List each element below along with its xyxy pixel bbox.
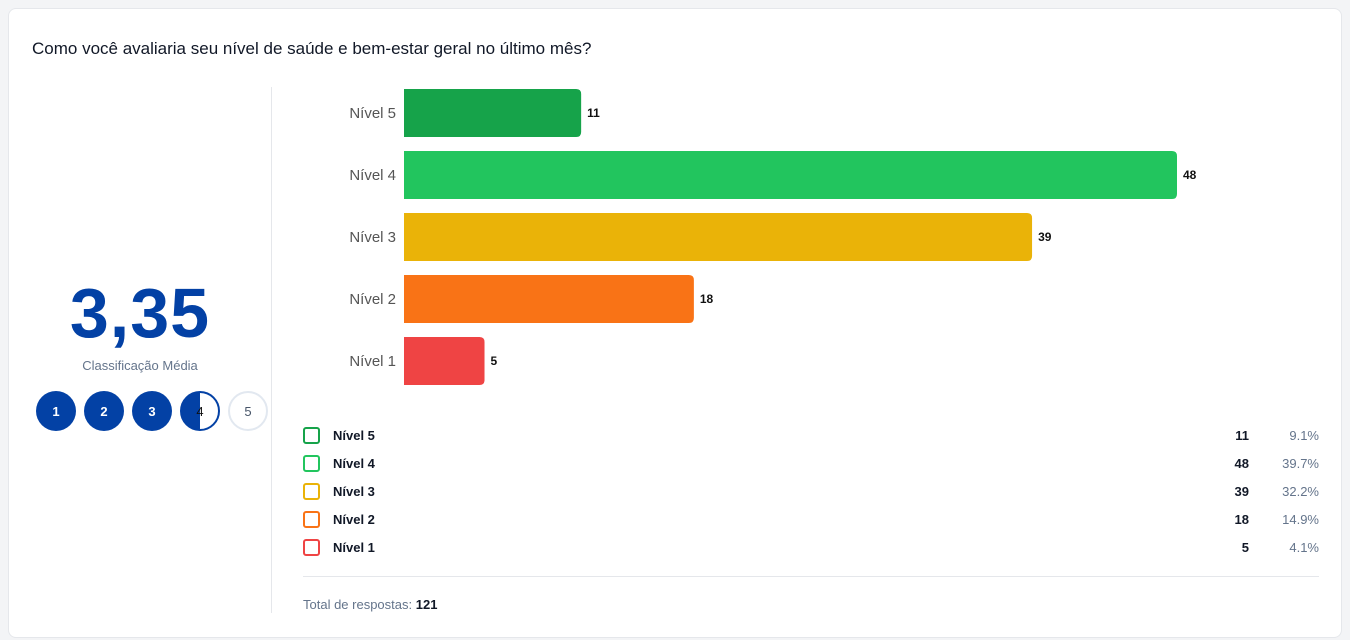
- divider: [303, 576, 1319, 577]
- legend-count: 48: [1234, 455, 1249, 471]
- legend-swatch[interactable]: [303, 510, 320, 528]
- category-label: Nível 5: [349, 105, 396, 122]
- legend-label: Nível 4: [333, 455, 375, 471]
- bar-chart: Nível 5 11 Nível 4 48 Nível 3 39 Nível 2 18 Níve…: [349, 89, 1197, 385]
- value-label: 18: [700, 292, 714, 306]
- question-title: Como você avaliaria seu nível de saúde e…: [32, 39, 592, 58]
- legend: Nível 5 11 9.1% Nível 4 48 39.7% Nível 3 39 32.2…: [303, 421, 1319, 561]
- legend-row[interactable]: Nível 3 39 32.2%: [303, 477, 1319, 505]
- category-label: Nível 4: [349, 167, 396, 184]
- summary-panel: 3,35 Classificação Média 1 2 3 4 5: [9, 87, 272, 613]
- legend-count: 5: [1241, 539, 1249, 555]
- rating-circle-1: 1: [36, 391, 76, 431]
- legend-percent: 9.1%: [1289, 427, 1319, 443]
- legend-swatch[interactable]: [303, 426, 320, 444]
- average-rating: 3,35: [69, 274, 211, 352]
- legend-swatch[interactable]: [303, 482, 320, 500]
- legend-count: 11: [1235, 427, 1249, 443]
- total-value: 121: [415, 597, 438, 612]
- bar[interactable]: [404, 151, 1177, 199]
- value-label: 39: [1038, 230, 1052, 244]
- bar[interactable]: [404, 89, 582, 137]
- total-responses: Total de respostas: 121: [303, 597, 437, 612]
- category-label: Nível 2: [349, 291, 396, 308]
- question-card: Como você avaliaria seu nível de saúde e…: [8, 8, 1342, 638]
- total-label: Total de respostas:: [303, 597, 413, 612]
- legend-label: Nível 1: [333, 539, 375, 555]
- legend-percent: 4.1%: [1289, 539, 1319, 555]
- rating-circle-3: 3: [132, 391, 172, 431]
- legend-percent: 39.7%: [1282, 455, 1319, 471]
- legend-row[interactable]: Nível 2 18 14.9%: [303, 505, 1319, 533]
- legend-percent: 14.9%: [1282, 511, 1319, 527]
- bar[interactable]: [404, 213, 1033, 261]
- rating-scale: 1 2 3 4 5: [36, 391, 268, 431]
- legend-label: Nível 2: [333, 511, 375, 527]
- legend-count: 18: [1234, 511, 1249, 527]
- legend-label: Nível 5: [333, 427, 375, 443]
- legend-row[interactable]: Nível 5 11 9.1%: [303, 421, 1319, 449]
- category-label: Nível 3: [349, 229, 396, 246]
- average-label: Classificação Média: [82, 358, 198, 373]
- legend-label: Nível 3: [333, 483, 375, 499]
- legend-percent: 32.2%: [1282, 483, 1319, 499]
- value-label: 5: [491, 354, 498, 368]
- legend-row[interactable]: Nível 4 48 39.7%: [303, 449, 1319, 477]
- bar[interactable]: [404, 337, 485, 385]
- legend-swatch[interactable]: [303, 538, 320, 556]
- legend-count: 39: [1234, 483, 1249, 499]
- bar[interactable]: [404, 275, 694, 323]
- value-label: 48: [1183, 168, 1197, 182]
- category-label: Nível 1: [349, 353, 396, 370]
- rating-circle-4: 4: [180, 391, 220, 431]
- legend-swatch[interactable]: [303, 454, 320, 472]
- rating-circle-5: 5: [228, 391, 268, 431]
- legend-row[interactable]: Nível 1 5 4.1%: [303, 533, 1319, 561]
- rating-circle-2: 2: [84, 391, 124, 431]
- value-label: 11: [587, 106, 600, 120]
